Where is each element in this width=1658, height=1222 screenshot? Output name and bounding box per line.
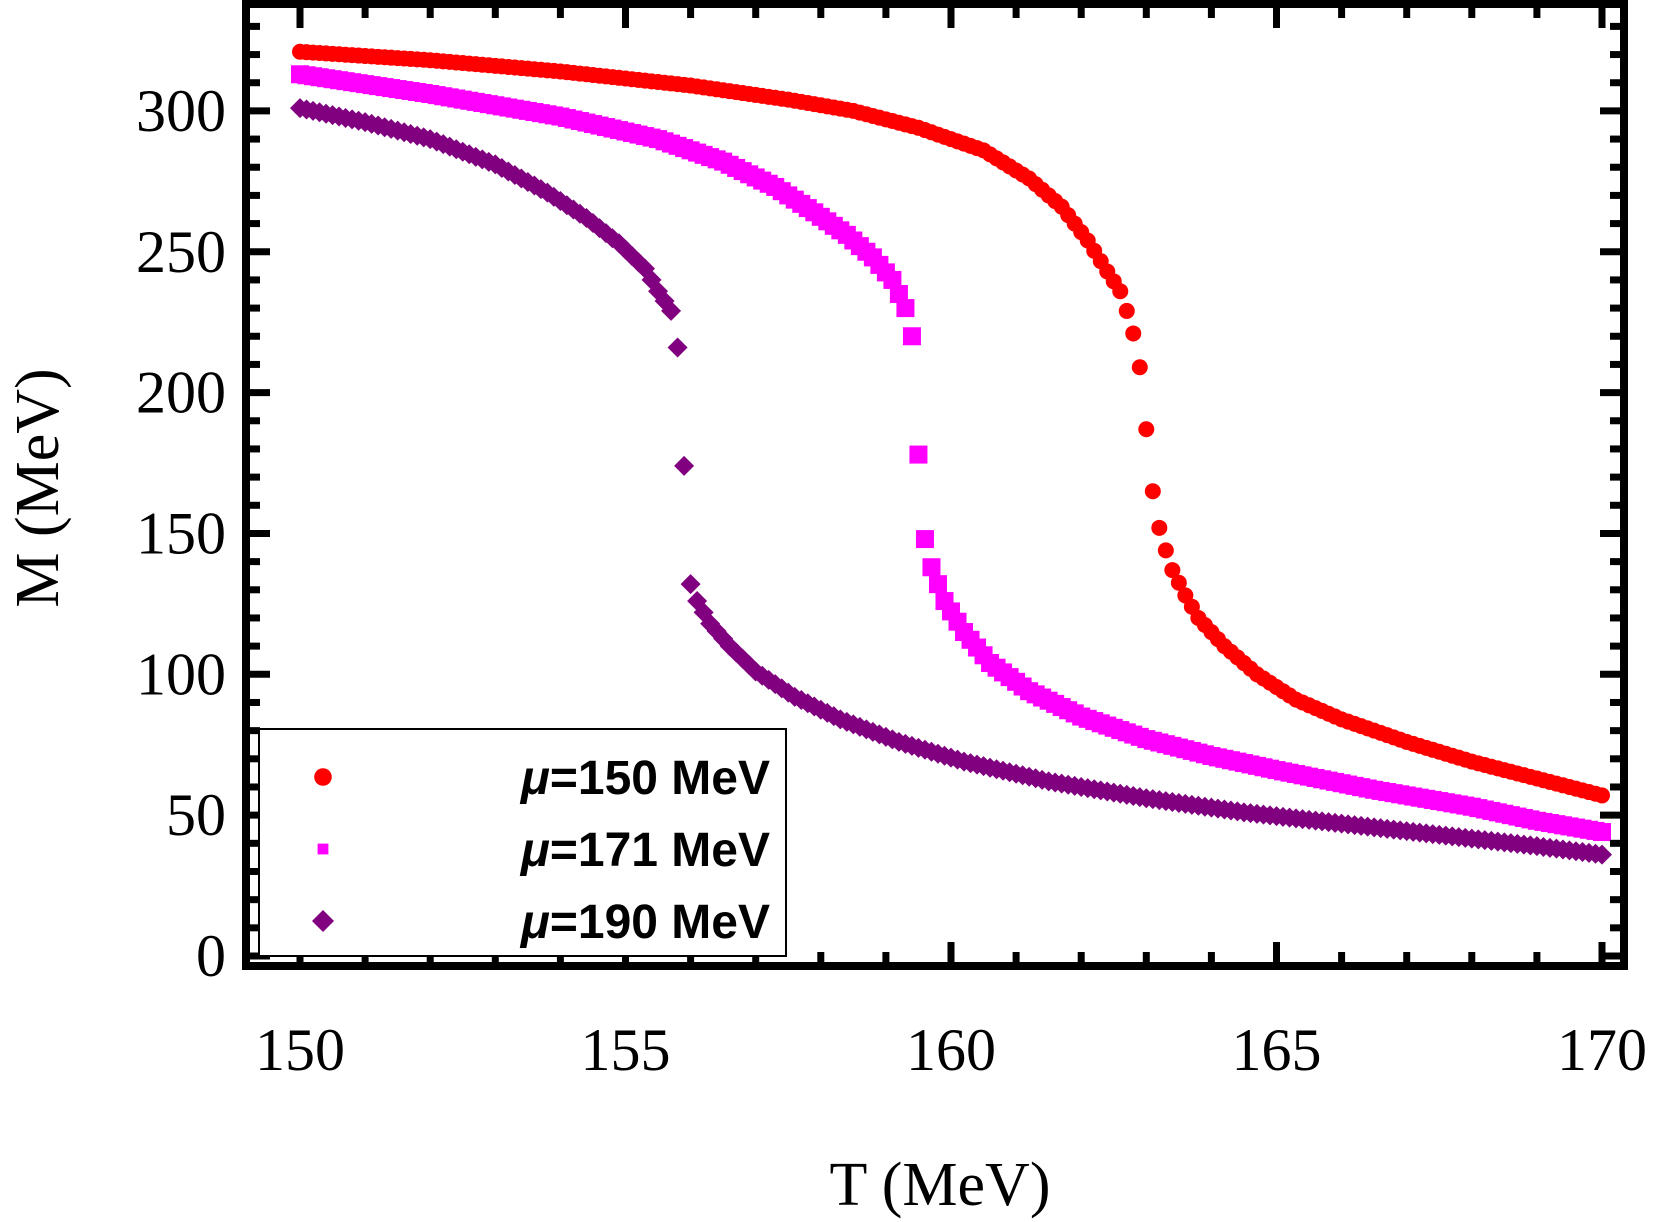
- x-tick-label: 170: [1557, 1017, 1647, 1083]
- legend-label: μ=171 MeV: [519, 824, 770, 877]
- legend-label: μ=190 MeV: [519, 896, 770, 949]
- data-point: [1164, 562, 1181, 579]
- data-point: [674, 455, 695, 476]
- data-point: [902, 327, 921, 346]
- data-point: [1157, 542, 1174, 559]
- legend-label-value: =171 MeV: [550, 824, 770, 877]
- data-point: [915, 530, 934, 549]
- data-point: [883, 270, 902, 289]
- data-point: [1592, 844, 1612, 865]
- x-tick-label: 155: [581, 1017, 671, 1083]
- series-square: [291, 65, 1611, 842]
- y-axis-title: M (MeV): [4, 368, 72, 607]
- legend-marker-square: [317, 843, 329, 855]
- legend-box: [258, 728, 787, 957]
- data-point: [1594, 787, 1610, 804]
- data-point: [896, 299, 915, 318]
- data-point: [922, 558, 941, 577]
- data-point: [1151, 519, 1168, 536]
- legend-marker-circle: [314, 768, 332, 786]
- data-point: [928, 575, 947, 594]
- x-tick-label: 160: [906, 1017, 996, 1083]
- data-point: [1593, 823, 1611, 842]
- y-tick-label: 50: [166, 782, 226, 848]
- x-tick-label: 150: [255, 1017, 345, 1083]
- y-tick-label: 0: [196, 923, 226, 989]
- y-tick-label: 150: [136, 500, 226, 566]
- data-point: [1118, 302, 1135, 319]
- y-tick-label: 200: [136, 360, 226, 426]
- series-circle: [292, 43, 1610, 804]
- data-point: [909, 445, 928, 464]
- data-marks: [290, 43, 1612, 865]
- data-point: [1125, 325, 1142, 342]
- y-tick-label: 250: [136, 219, 226, 285]
- legend-label-value: =190 MeV: [550, 896, 770, 949]
- legend-label-value: =150 MeV: [550, 752, 770, 805]
- mu-symbol: μ: [519, 896, 550, 949]
- plot-frame: [242, 0, 1628, 970]
- legend-label: μ=150 MeV: [519, 752, 770, 805]
- y-tick-label: 300: [136, 78, 226, 144]
- y-tick-label: 100: [136, 641, 226, 707]
- data-point: [680, 574, 701, 595]
- x-axis-title: T (MeV): [830, 1151, 1051, 1219]
- mu-symbol: μ: [519, 824, 550, 877]
- data-point: [1144, 483, 1161, 500]
- data-point: [1131, 359, 1148, 376]
- data-point: [889, 285, 908, 304]
- x-tick-label: 165: [1232, 1017, 1322, 1083]
- data-point: [1138, 421, 1155, 438]
- data-point: [661, 300, 682, 321]
- series-diamond: [290, 98, 1612, 865]
- data-point: [1112, 283, 1129, 300]
- mu-symbol: μ: [519, 752, 550, 805]
- data-point: [1170, 574, 1187, 591]
- data-point: [667, 337, 688, 358]
- legend-marker-diamond: [312, 910, 334, 932]
